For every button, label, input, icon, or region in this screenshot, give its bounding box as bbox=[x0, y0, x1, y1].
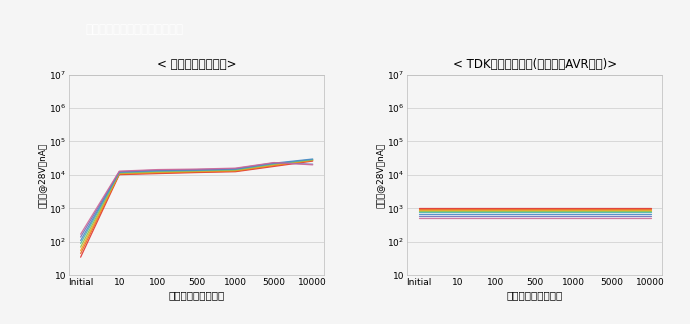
Title: < 普通贴片压敏电阻>: < 普通贴片压敏电阻> bbox=[157, 58, 237, 71]
Text: 施加反复浪涌对于漏电流的影响: 施加反复浪涌对于漏电流的影响 bbox=[86, 23, 184, 36]
Title: < TDK贴片压敏电阻(车载等级AVR系列)>: < TDK贴片压敏电阻(车载等级AVR系列)> bbox=[453, 58, 617, 71]
Y-axis label: 漏电流@28V［nA］: 漏电流@28V［nA］ bbox=[375, 142, 384, 208]
Y-axis label: 漏电流@28V［nA］: 漏电流@28V［nA］ bbox=[37, 142, 46, 208]
X-axis label: 电压施加次数［次］: 电压施加次数［次］ bbox=[506, 290, 563, 300]
X-axis label: 电压施加次数［次］: 电压施加次数［次］ bbox=[168, 290, 225, 300]
